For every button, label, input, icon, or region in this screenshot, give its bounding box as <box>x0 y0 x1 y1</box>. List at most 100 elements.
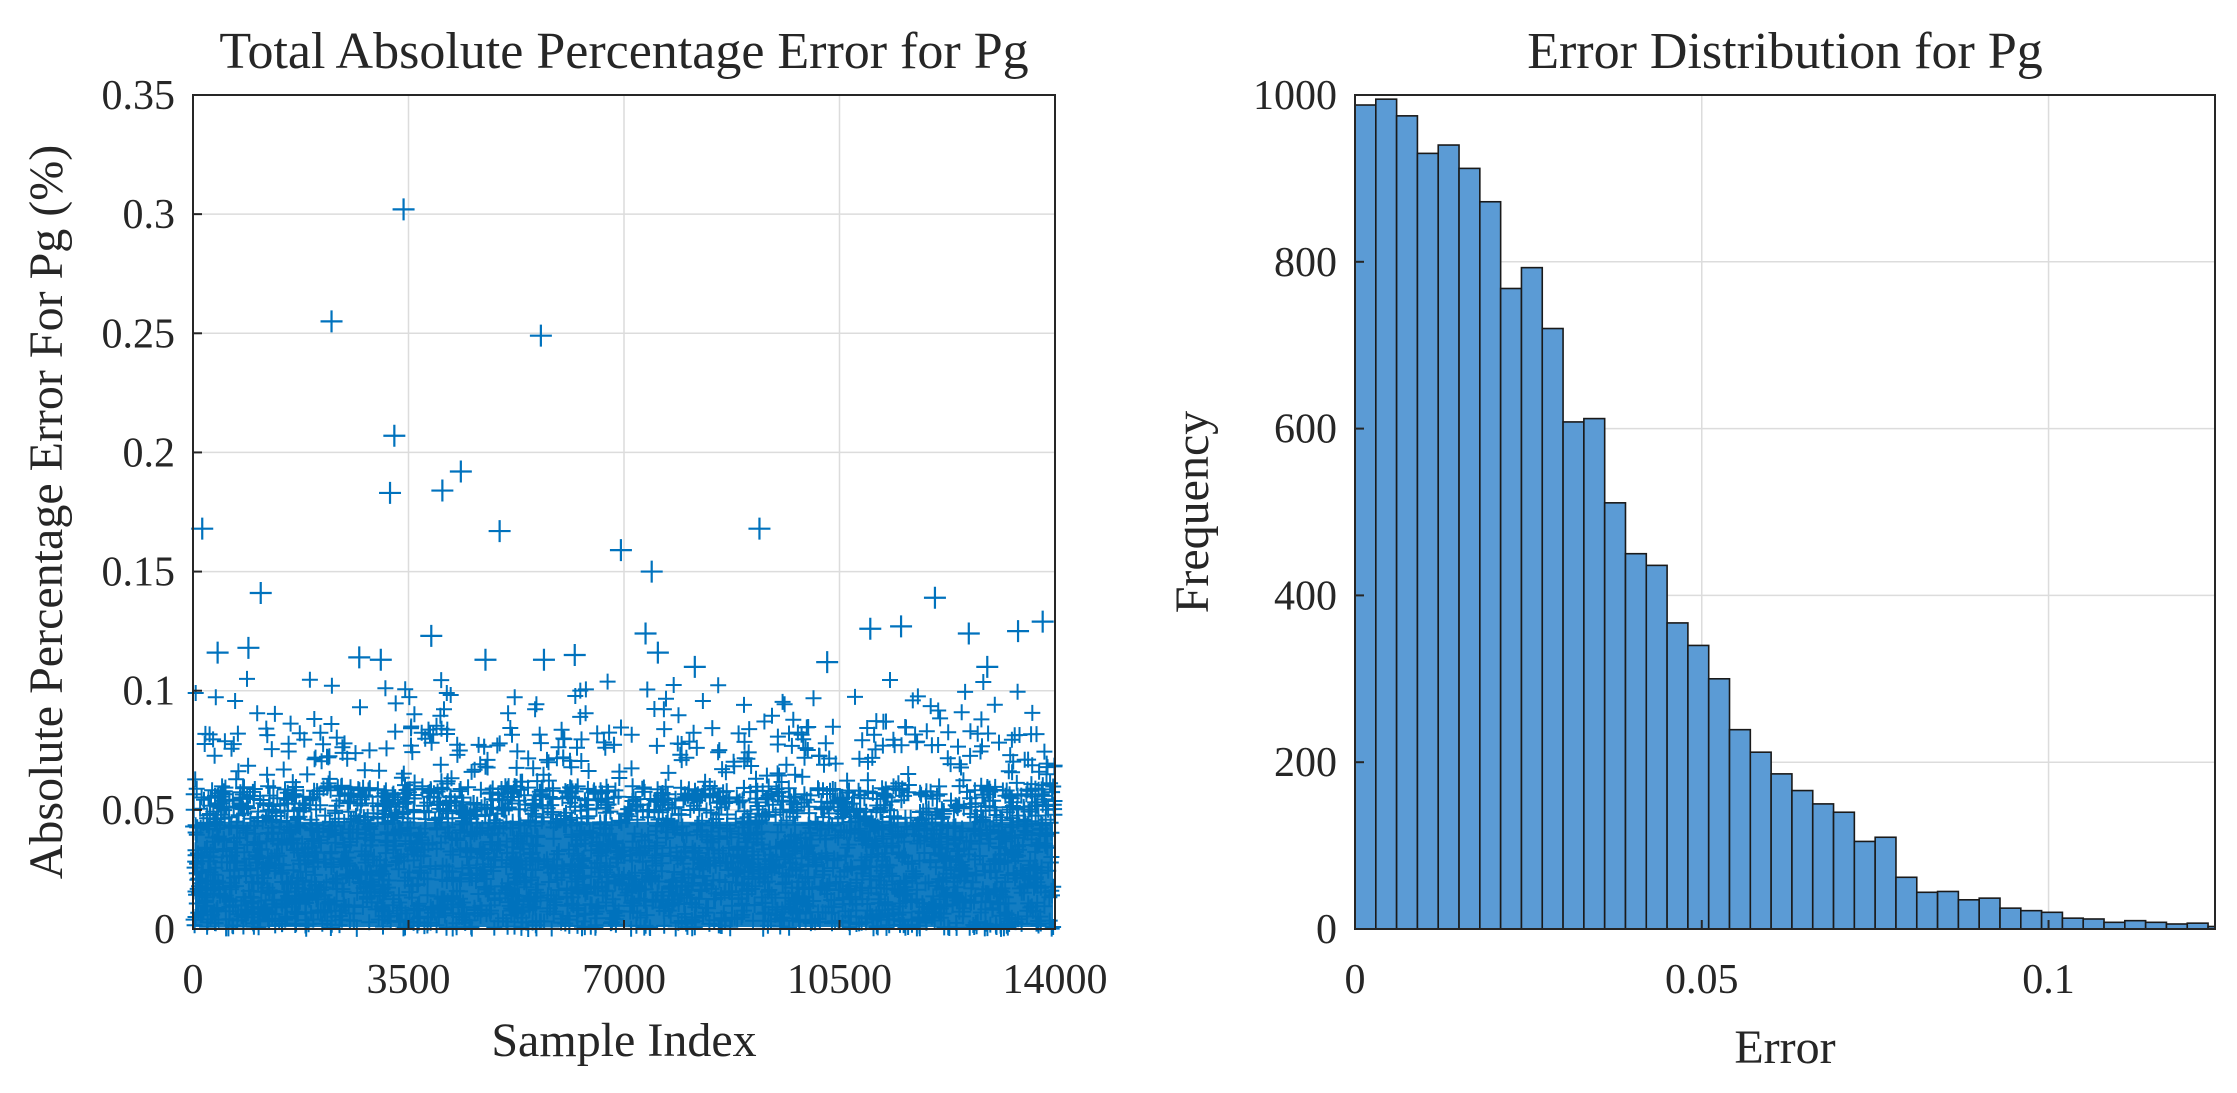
histogram-y-tick-label: 800 <box>1274 240 1337 286</box>
histogram-bar <box>1499 287 1523 930</box>
histogram-bar <box>1624 552 1648 930</box>
histogram-bar <box>1479 200 1502 930</box>
histogram-bar <box>1749 751 1772 930</box>
histogram-bar <box>1874 836 1897 930</box>
histogram-bar <box>1603 502 1627 930</box>
histogram-bar <box>1811 803 1835 930</box>
histogram-x-tick-label: 0 <box>1345 957 1366 1003</box>
histogram-x-axis-label: Error <box>1734 1021 1835 1074</box>
histogram-bar <box>2103 921 2126 930</box>
histogram-x-tick-label: 0.1 <box>2022 957 2075 1003</box>
scatter-y-tick-label: 0.2 <box>123 430 176 476</box>
histogram-bar <box>1395 115 1419 930</box>
scatter-point <box>646 641 669 664</box>
histogram-bar <box>1562 421 1585 930</box>
scatter-y-tick-label: 0.05 <box>102 788 176 834</box>
scatter-point <box>532 648 555 671</box>
histogram-axes-box <box>1354 94 2216 930</box>
histogram-y-tick-label: 200 <box>1274 740 1337 786</box>
scatter-point <box>420 624 443 647</box>
histogram-y-tick-label: 600 <box>1274 407 1337 453</box>
scatter-point <box>249 582 272 605</box>
scatter-chart: 0 3500 7000 10500 14000 0 0.05 0.1 0.15 0.2 0.25 0.… <box>20 23 1108 1067</box>
scatter-grid <box>192 94 1056 930</box>
scatter-point <box>640 560 663 583</box>
histogram-bar <box>1728 728 1752 930</box>
scatter-point <box>206 641 229 664</box>
scatter-point <box>976 655 999 678</box>
histogram-bar <box>2144 921 2168 930</box>
scatter-point <box>859 617 882 640</box>
scatter-title: Total Absolute Percentage Error for Pg <box>219 23 1028 80</box>
scatter-point <box>431 479 454 502</box>
histogram-bar <box>1583 417 1606 930</box>
scatter-x-tick-label: 7000 <box>582 957 666 1003</box>
scatter-point <box>529 324 552 347</box>
histogram-bar <box>2020 909 2043 930</box>
histogram-bar <box>1375 98 1398 930</box>
scatter-y-tick-label: 0.1 <box>123 669 176 715</box>
histogram-bar <box>1645 564 1668 930</box>
histogram-title: Error Distribution for Pg <box>1527 23 2043 80</box>
histogram-bar <box>1687 644 1710 930</box>
scatter-y-tick-label: 0.25 <box>102 311 176 357</box>
scatter-y-tick-label: 0 <box>154 907 175 953</box>
histogram-bar <box>1437 144 1460 930</box>
scatter-point <box>1007 620 1030 643</box>
scatter-point <box>923 586 946 609</box>
scatter-x-axis-label: Sample Index <box>491 1014 756 1067</box>
scatter-point <box>634 622 657 645</box>
scatter-y-tick-label: 0.15 <box>102 550 176 596</box>
scatter-point <box>488 520 511 543</box>
scatter-point <box>392 198 415 221</box>
histogram-chart: 0 0.05 0.1 0 200 400 600 800 1000 Error Distribu… <box>1166 23 2216 1074</box>
histogram-bar <box>1957 899 1980 930</box>
histogram-bar <box>1354 104 1377 930</box>
scatter-point <box>683 655 706 678</box>
histogram-bar <box>1853 840 1876 930</box>
histogram-bar <box>1915 891 1939 930</box>
histogram-ticks: 0 0.05 0.1 0 200 400 600 800 1000 <box>1253 73 2075 1003</box>
histogram-bar <box>1895 876 1918 930</box>
histogram-bar <box>1416 152 1440 930</box>
histogram-y-tick-label: 0 <box>1316 907 1337 953</box>
histogram-bar <box>1666 622 1689 930</box>
histogram-bar <box>2040 911 2064 930</box>
scatter-ticks: 0 3500 7000 10500 14000 0 0.05 0.1 0.15 0.2 0.25 0.… <box>102 73 1108 1003</box>
histogram-bar <box>1541 327 1564 930</box>
scatter-point <box>191 517 214 540</box>
scatter-point <box>449 460 472 483</box>
scatter-point <box>237 636 260 659</box>
scatter-point <box>1031 610 1054 633</box>
histogram-bar <box>2061 917 2085 930</box>
histogram-y-axis-label: Frequency <box>1166 411 1219 614</box>
scatter-y-tick-label: 0.35 <box>102 73 176 119</box>
histogram-bar <box>1832 811 1856 930</box>
scatter-points <box>185 198 1063 937</box>
scatter-point <box>816 651 839 674</box>
scatter-point <box>369 648 392 671</box>
scatter-point <box>348 646 371 669</box>
scatter-point <box>383 424 406 447</box>
histogram-y-tick-label: 400 <box>1274 573 1337 619</box>
scatter-point <box>748 517 771 540</box>
scatter-point <box>609 539 632 562</box>
histogram-bar <box>1520 266 1544 930</box>
scatter-x-tick-label: 14000 <box>1003 957 1108 1003</box>
histogram-bar <box>1770 773 1793 930</box>
histogram-bar <box>1707 677 1731 930</box>
scatter-point <box>957 622 980 645</box>
scatter-point <box>890 615 913 638</box>
scatter-y-axis-label: Absolute Percentage Error For Pg (%) <box>20 145 73 879</box>
scatter-x-tick-label: 10500 <box>787 957 892 1003</box>
histogram-bar <box>1999 907 2022 930</box>
histogram-y-tick-label: 1000 <box>1253 73 1337 119</box>
histogram-bar <box>2082 918 2105 930</box>
histogram-bars <box>1354 98 2216 930</box>
scatter-point <box>320 310 343 333</box>
scatter-x-tick-label: 3500 <box>367 957 451 1003</box>
histogram-bar <box>1791 789 1814 930</box>
histogram-bar <box>1458 167 1481 930</box>
histogram-x-tick-label: 0.05 <box>1665 957 1739 1003</box>
scatter-dense-band <box>195 821 1053 927</box>
